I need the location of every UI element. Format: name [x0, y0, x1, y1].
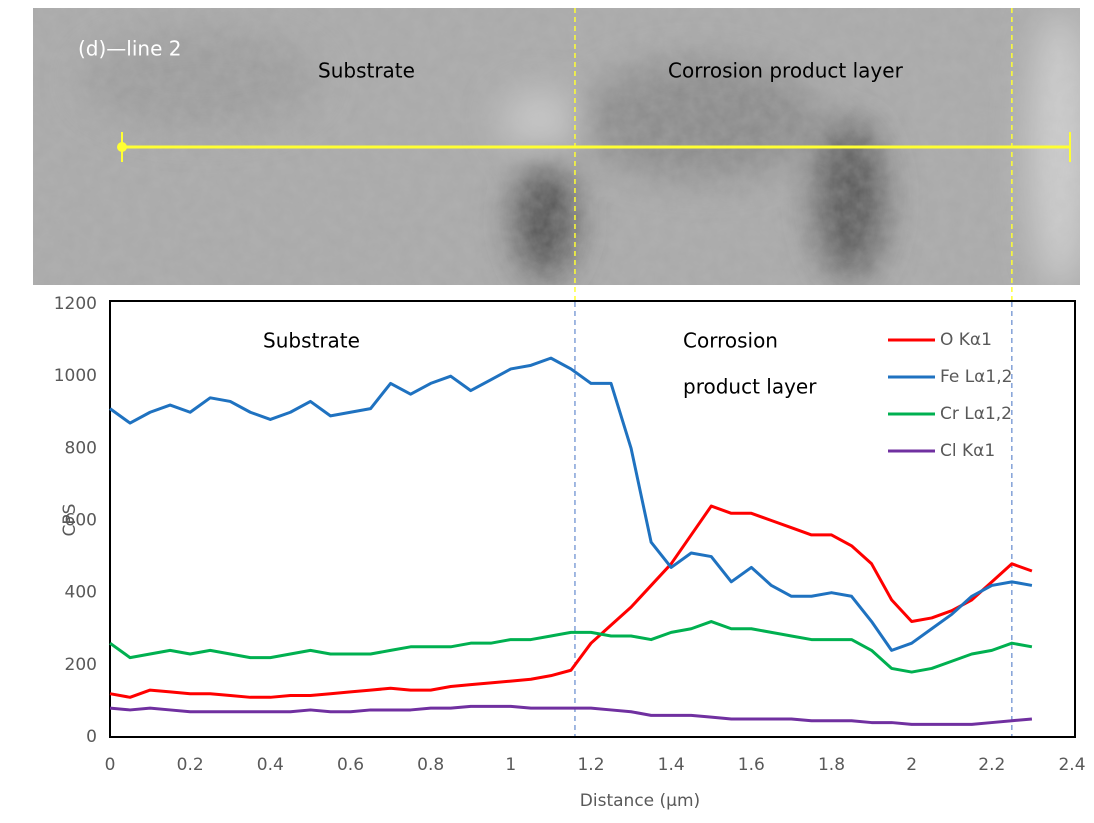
x-tick-label: 0 [105, 755, 116, 775]
x-tick-label: 1.2 [577, 755, 604, 775]
y-tick-label: 400 [65, 583, 97, 603]
legend-label: Fe Lα1,2 [940, 367, 1012, 387]
y-tick-label: 800 [65, 438, 97, 458]
x-tick-label: 1.4 [658, 755, 685, 775]
scan-start [117, 142, 127, 152]
x-tick-label: 2 [906, 755, 917, 775]
image-label: Substrate [318, 59, 415, 83]
legend-label: O Kα1 [940, 330, 992, 350]
figure: (d)—line 2 Substrate Corrosion product l… [0, 0, 1094, 819]
x-tick-label: 0.2 [177, 755, 204, 775]
legend-label: Cr Lα1,2 [940, 404, 1012, 424]
y-axis-label: CPS [60, 504, 80, 537]
x-tick-label: 1.6 [738, 755, 765, 775]
series-line [110, 706, 1032, 724]
legend-label: Cl Kα1 [940, 441, 995, 461]
plot-frame [110, 301, 1075, 737]
y-tick-label: 0 [86, 727, 97, 747]
series-line [110, 358, 1032, 650]
x-tick-label: 0.6 [337, 755, 364, 775]
annotation: product layer [683, 375, 817, 399]
x-tick-label: 2.4 [1058, 755, 1085, 775]
x-tick-label: 1 [505, 755, 516, 775]
sem-image: (d)—line 2 Substrate Corrosion product l… [33, 8, 1090, 290]
series-line [110, 622, 1032, 673]
y-tick-label: 200 [65, 655, 97, 675]
image-label: (d)—line 2 [78, 37, 181, 61]
annotation: Corrosion [683, 329, 778, 353]
y-tick-label: 1200 [54, 294, 97, 314]
x-tick-label: 0.4 [257, 755, 284, 775]
y-tick-label: 1000 [54, 366, 97, 386]
image-label: Corrosion product layer [668, 59, 904, 83]
x-tick-label: 2.2 [978, 755, 1005, 775]
annotation: Substrate [263, 329, 360, 353]
x-axis-label: Distance (μm) [580, 791, 700, 811]
x-tick-label: 1.8 [818, 755, 845, 775]
x-tick-label: 0.8 [417, 755, 444, 775]
